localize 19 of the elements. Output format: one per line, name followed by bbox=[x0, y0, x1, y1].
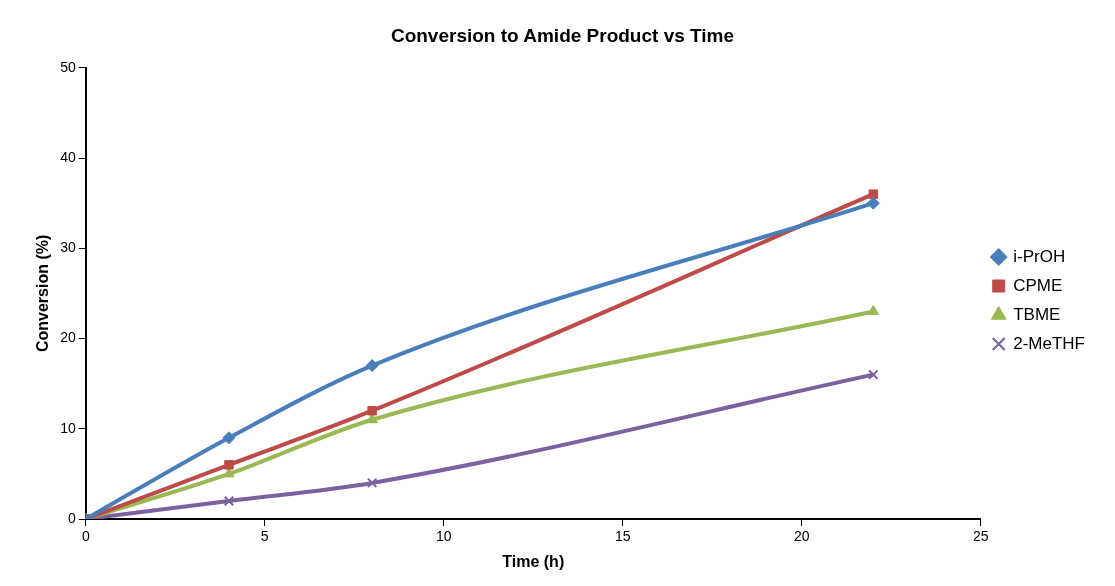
y-tick-label: 0 bbox=[67, 509, 76, 526]
x-tick-label: 25 bbox=[972, 528, 989, 545]
x-tick-label: 10 bbox=[435, 528, 452, 545]
y-tick-label: 50 bbox=[60, 58, 76, 75]
legend-label: CPME bbox=[1013, 275, 1063, 295]
legend-label: i-PrOH bbox=[1013, 246, 1066, 266]
y-tick-label: 20 bbox=[60, 329, 76, 346]
x-tick-label: 5 bbox=[260, 528, 269, 545]
x-tick-label: 0 bbox=[81, 528, 90, 545]
y-tick-label: 10 bbox=[60, 419, 76, 436]
legend-label: TBME bbox=[1013, 304, 1061, 324]
x-axis-title: Time (h) bbox=[502, 552, 565, 570]
y-axis-title: Conversion (%) bbox=[34, 234, 52, 353]
y-tick-label: 40 bbox=[60, 148, 76, 165]
legend-label: 2-MeTHF bbox=[1013, 333, 1085, 353]
y-tick-label: 30 bbox=[60, 239, 76, 256]
x-tick-label: 20 bbox=[793, 528, 810, 545]
chart-title: Conversion to Amide Product vs Time bbox=[390, 24, 735, 46]
x-tick-label: 15 bbox=[614, 528, 631, 545]
